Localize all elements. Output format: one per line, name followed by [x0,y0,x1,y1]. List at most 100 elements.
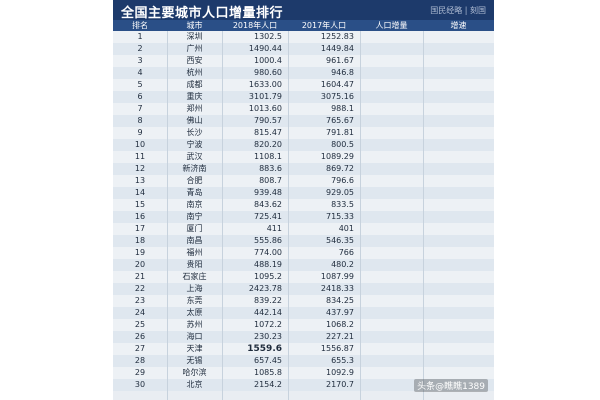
city-cell: 成都 [186,80,203,89]
header-rank: 排名 [132,21,148,30]
table-body: 1深圳1302.51252.8349.673.96%2广州1490.441449… [113,31,494,391]
city-cell: 重庆 [186,92,203,101]
table-header: 排名 城市 2018年人口 2017年人口 人口增量 增速 [113,20,494,31]
rank-cell: 1 [137,32,143,41]
city-cell: 西安 [186,56,203,65]
pop2018-cell: 2154.2 [254,380,282,389]
rank-cell: 4 [137,68,143,77]
city-cell: 上海 [186,284,203,293]
pop2017-cell: 869.72 [326,164,354,173]
pop2018-cell: 815.47 [254,128,282,137]
city-cell: 福州 [186,248,203,257]
city-cell: 南京 [186,200,203,209]
pop2018-cell: 555.86 [254,236,282,245]
city-cell: 东莞 [186,296,203,305]
pop2018-cell: 790.57 [254,116,282,125]
pop2018-cell: 774.00 [254,248,282,257]
pop2018-cell: 1559.6 [247,344,282,354]
pop2017-cell: 834.25 [326,296,354,305]
rank-cell: 19 [134,248,146,257]
rank-cell: 30 [134,380,146,389]
pop2017-cell: 480.2 [331,260,354,269]
rank-cell: 29 [134,368,146,377]
rank-cell: 15 [134,200,146,209]
brand-mark: 国民经略 | 刻国 [430,6,486,15]
rank-cell: 13 [134,176,146,185]
pop2017-cell: 1068.2 [326,320,354,329]
city-cell: 宁波 [186,140,203,149]
city-cell: 哈尔滨 [182,368,207,377]
rank-cell: 11 [134,152,146,161]
pop2018-cell: 1490.44 [248,44,282,53]
pop2017-cell: 765.67 [326,116,354,125]
rank-cell: 27 [134,344,146,353]
pop2017-cell: 1604.47 [320,80,354,89]
pop2018-cell: 3101.79 [248,92,282,101]
rank-cell: 23 [134,296,146,305]
rank-cell: 16 [134,212,146,221]
column-divider [167,31,168,400]
city-cell: 苏州 [186,320,203,329]
header-increase: 人口增量 [375,21,408,30]
city-cell: 天津 [186,344,203,353]
city-cell: 长沙 [186,128,203,137]
population-table-sheet: 全国主要城市人口增量排行 国民经略 | 刻国 排名 城市 2018年人口 201… [113,0,494,400]
rank-cell: 18 [134,236,146,245]
city-cell: 贵阳 [186,260,203,269]
pop2017-cell: 1449.84 [320,44,354,53]
pop2017-cell: 2418.33 [320,284,354,293]
pop2018-cell: 1633.00 [248,80,282,89]
rank-cell: 24 [134,308,146,317]
rank-cell: 28 [134,356,146,365]
city-cell: 石家庄 [182,272,207,281]
column-divider [288,31,289,400]
rank-cell: 7 [137,104,143,113]
rank-cell: 14 [134,188,146,197]
pop2017-cell: 961.67 [326,56,354,65]
pop2017-cell: 546.35 [326,236,354,245]
pop2018-cell: 1000.4 [254,56,282,65]
pop2017-cell: 988.1 [331,104,354,113]
pop2017-cell: 1252.83 [320,32,354,41]
rank-cell: 22 [134,284,146,293]
rank-cell: 3 [137,56,143,65]
pop2018-cell: 808.7 [259,176,282,185]
city-cell: 佛山 [186,116,203,125]
watermark: 头条@瞧瞧1389 [414,379,488,392]
pop2018-cell: 820.20 [254,140,282,149]
pop2017-cell: 3075.16 [320,92,354,101]
city-cell: 合肥 [186,176,203,185]
pop2017-cell: 715.33 [326,212,354,221]
pop2017-cell: 1556.87 [320,344,354,353]
rank-cell: 17 [134,224,146,233]
pop2017-cell: 833.5 [331,200,354,209]
pop2018-cell: 1013.60 [248,104,282,113]
pop2017-cell: 1089.29 [320,152,354,161]
pop2017-cell: 929.05 [326,188,354,197]
city-cell: 杭州 [186,68,203,77]
rank-cell: 6 [137,92,143,101]
pop2018-cell: 1302.5 [254,32,282,41]
pop2017-cell: 2170.7 [326,380,354,389]
rank-cell: 5 [137,80,143,89]
pop2018-cell: 488.19 [254,260,282,269]
column-divider [360,31,361,400]
pop2018-cell: 839.22 [254,296,282,305]
pop2017-cell: 796.6 [331,176,354,185]
pop2018-cell: 1095.2 [254,272,282,281]
table-row: 17厦门411401102.49% [113,223,494,235]
